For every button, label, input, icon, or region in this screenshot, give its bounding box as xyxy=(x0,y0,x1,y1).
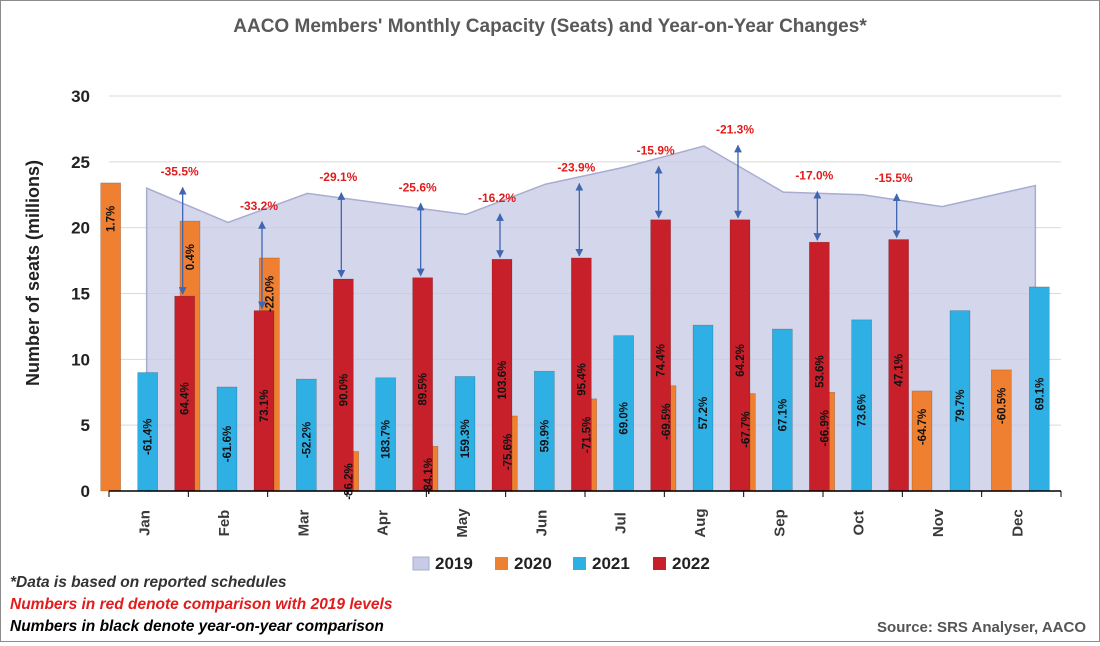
comparison-label-2019: -35.5% xyxy=(161,165,199,179)
bar-label-2020: -22.0% xyxy=(264,276,276,312)
bar-label-2021: -52.2% xyxy=(301,422,313,458)
legend-label-2020: 2020 xyxy=(514,554,552,573)
comparison-label-2019: -23.9% xyxy=(557,161,595,175)
bar-label-2021: 57.2% xyxy=(698,397,710,430)
x-tick-label: Sep xyxy=(771,509,788,537)
bar-label-2021: 59.9% xyxy=(539,420,551,453)
bar-label-2020: -86.2% xyxy=(344,463,356,499)
bar-label-2020: -66.9% xyxy=(820,410,832,446)
y-tick-label: 10 xyxy=(71,350,90,369)
bar-label-2020: -64.7% xyxy=(917,409,929,445)
bar-label-2021: 67.1% xyxy=(777,399,789,432)
bar-label-2022: 74.4% xyxy=(656,344,668,377)
x-tick-label: Jan xyxy=(137,510,154,536)
bar-label-2020: 1.7% xyxy=(106,206,118,232)
comparison-label-2019: -21.3% xyxy=(716,122,754,136)
bar-label-2022: 89.5% xyxy=(418,373,430,406)
bar-label-2020: -60.5% xyxy=(996,388,1008,424)
bars xyxy=(100,182,1050,492)
x-tick-label: Dec xyxy=(1009,509,1026,537)
footnotes: *Data is based on reported schedules Numb… xyxy=(10,574,393,635)
axes: 0 5 10 15 20 25 30 Jan Feb Mar Apr May Jun Jul Aug Sep O… xyxy=(71,87,1062,538)
bar-label-2020: -67.7% xyxy=(740,411,752,447)
bar-label-2022: 47.1% xyxy=(894,354,906,387)
bar-label-2020: -84.1% xyxy=(423,458,435,494)
bar-label-2021: 69.1% xyxy=(1034,378,1046,411)
bar-label-2022: 73.1% xyxy=(259,390,271,423)
x-tick-label: May xyxy=(454,508,471,538)
bar-label-2021: -61.4% xyxy=(143,419,155,455)
x-tick-label: Nov xyxy=(930,508,947,537)
x-tick-label: Mar xyxy=(295,510,312,537)
bar-label-2020: 0.4% xyxy=(185,244,197,270)
bar-label-2021: 159.3% xyxy=(460,419,472,458)
bar-label-2020: -71.5% xyxy=(582,417,594,453)
y-tick-label: 0 xyxy=(81,482,90,501)
legend-swatch-2019 xyxy=(412,556,430,571)
x-tick-label: Apr xyxy=(375,510,392,536)
bar-label-2022: 64.2% xyxy=(735,344,747,377)
legend-label-2021: 2021 xyxy=(592,554,630,573)
source-note: Source: SRS Analyser, AACO xyxy=(877,619,1086,636)
comparison-label-2019: -16.2% xyxy=(478,191,516,205)
legend-swatch-2022 xyxy=(653,557,666,570)
legend-swatch-2020 xyxy=(495,557,508,570)
comparison-label-2019: -15.9% xyxy=(637,143,675,157)
bar-label-2020: -75.6% xyxy=(502,434,514,470)
y-axis-label: Number of seats (millions) xyxy=(23,160,43,386)
footnote-3: Numbers in black denote year-on-year com… xyxy=(10,618,384,635)
x-tick-label: Oct xyxy=(851,510,868,535)
bar-label-2020: -69.5% xyxy=(661,403,673,439)
comparison-label-2019: -33.2% xyxy=(240,199,278,213)
y-tick-label: 5 xyxy=(81,416,90,435)
bar-label-2022: 64.4% xyxy=(180,382,192,415)
x-tick-label: Aug xyxy=(692,508,709,537)
x-tick-label: Jun xyxy=(533,510,550,537)
footnote-2: Numbers in red denote comparison with 20… xyxy=(10,596,393,613)
comparison-label-2019: -25.6% xyxy=(399,180,437,194)
y-tick-label: 30 xyxy=(71,87,90,106)
x-tick-label: Feb xyxy=(216,510,233,537)
y-tick-label: 15 xyxy=(71,285,90,304)
comparison-label-2019: -29.1% xyxy=(319,170,357,184)
bar-label-2022: 90.0% xyxy=(338,374,350,407)
bar-label-2022: 95.4% xyxy=(576,363,588,396)
y-tick-label: 25 xyxy=(71,153,90,172)
chart-title: AACO Members' Monthly Capacity (Seats) a… xyxy=(233,16,867,37)
legend: 2019 2020 2021 2022 xyxy=(412,554,710,573)
bar-label-2022: 53.6% xyxy=(814,355,826,388)
comparison-label-2019: -15.5% xyxy=(875,171,913,185)
comparison-arrows: -35.5% -33.2% -29.1% -25.6% -16.2% -23.9% -15.… xyxy=(161,122,913,310)
bar-label-2021: 73.6% xyxy=(857,394,869,427)
footnote-1: *Data is based on reported schedules xyxy=(10,574,287,591)
bar-label-2022: 103.6% xyxy=(497,361,509,400)
y-tick-label: 20 xyxy=(71,219,90,238)
bar-label-2021: -61.6% xyxy=(222,426,234,462)
comparison-label-2019: -17.0% xyxy=(795,168,833,182)
bar-label-2021: 183.7% xyxy=(381,420,393,459)
x-tick-label: Jul xyxy=(613,512,630,534)
legend-swatch-2021 xyxy=(573,557,586,570)
legend-label-2022: 2022 xyxy=(672,554,710,573)
bar-label-2021: 79.7% xyxy=(955,390,967,423)
bar-label-2021: 69.0% xyxy=(619,402,631,435)
legend-label-2019: 2019 xyxy=(435,554,473,573)
